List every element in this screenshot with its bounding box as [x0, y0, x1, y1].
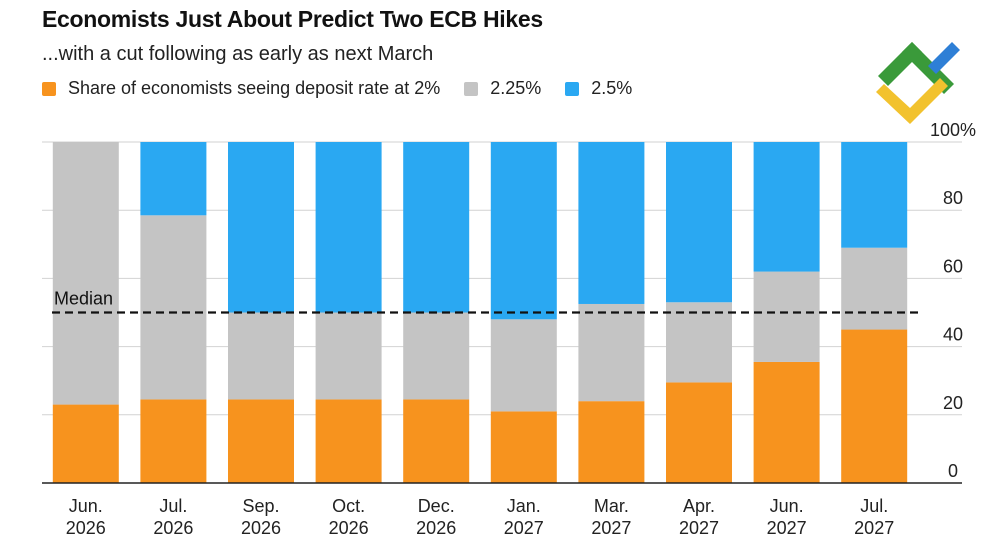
legend-swatch-2-5pct — [565, 81, 580, 96]
bar-segment-1-1 — [140, 215, 207, 400]
legend-label-2pct: Share of economists seeing deposit rate … — [68, 78, 441, 98]
bar-segment-0-0 — [52, 404, 119, 483]
median-label: Median — [54, 289, 113, 309]
x-tick-label-2-year: 2026 — [241, 518, 281, 538]
x-tick-label-6-year: 2027 — [591, 518, 631, 538]
bar-segment-8-0 — [753, 361, 820, 483]
bar-segment-3-1 — [315, 312, 382, 400]
x-tick-label-1-month: Jul. — [159, 496, 187, 516]
x-tick-label-8-year: 2027 — [767, 518, 807, 538]
bar-segment-9-0 — [841, 329, 908, 483]
brand-logo-icon — [876, 42, 960, 124]
bar-segment-6-0 — [578, 401, 645, 483]
y-tick-label-0: 0 — [948, 461, 958, 481]
y-tick-label-3: 60 — [943, 256, 963, 276]
bar-segment-4-2 — [403, 142, 470, 313]
y-tick-label-2: 40 — [943, 325, 963, 345]
x-tick-label-7-year: 2027 — [679, 518, 719, 538]
legend-label-2-25pct: 2.25% — [490, 78, 542, 98]
bar-segment-7-1 — [666, 302, 732, 383]
bar-segment-7-2 — [666, 142, 732, 303]
bar-segment-2-0 — [228, 399, 294, 483]
chart-subtitle: ...with a cut following as early as next… — [42, 43, 434, 65]
y-tick-label-5: 100% — [930, 120, 976, 140]
bar-segment-6-1 — [578, 303, 645, 402]
bar-segment-4-0 — [403, 399, 470, 483]
legend-swatch-2-25pct — [464, 81, 479, 96]
x-tick-label-9-month: Jul. — [860, 496, 888, 516]
bar-segment-5-0 — [490, 411, 557, 483]
bar-segment-2-1 — [228, 312, 294, 400]
x-tick-label-5-month: Jan. — [507, 496, 541, 516]
x-tick-label-3-year: 2026 — [329, 518, 369, 538]
x-tick-label-8-month: Jun. — [770, 496, 804, 516]
legend-item-2-5pct: 2.5% — [565, 78, 632, 99]
bar-segment-0-1 — [52, 142, 119, 405]
x-tick-label-6-month: Mar. — [594, 496, 629, 516]
legend: Share of economists seeing deposit rate … — [42, 78, 656, 99]
legend-label-2-5pct: 2.5% — [591, 78, 633, 98]
bar-segment-5-2 — [490, 142, 557, 320]
bar-segment-9-2 — [841, 142, 908, 248]
chart-title: Economists Just About Predict Two ECB Hi… — [42, 6, 543, 32]
x-tick-label-5-year: 2027 — [504, 518, 544, 538]
legend-item-2pct: Share of economists seeing deposit rate … — [42, 78, 440, 99]
legend-swatch-2pct — [42, 81, 56, 96]
legend-item-2-25pct: 2.25% — [464, 78, 541, 99]
bar-segment-2-2 — [228, 142, 294, 313]
bar-segment-6-2 — [578, 142, 645, 304]
x-tick-label-9-year: 2027 — [854, 518, 894, 538]
bar-segment-9-1 — [841, 247, 908, 330]
x-tick-label-1-year: 2026 — [153, 518, 193, 538]
bar-segment-8-1 — [753, 271, 820, 362]
bar-segment-1-2 — [140, 142, 207, 216]
x-tick-label-3-month: Oct. — [332, 496, 365, 516]
x-tick-label-2-month: Sep. — [242, 496, 279, 516]
x-tick-label-4-year: 2026 — [416, 518, 456, 538]
bar-segment-7-0 — [666, 382, 732, 483]
bar-segment-1-0 — [140, 399, 207, 483]
x-tick-label-4-month: Dec. — [418, 496, 455, 516]
y-tick-label-4: 80 — [943, 188, 963, 208]
bar-segment-3-2 — [315, 142, 382, 313]
y-tick-label-1: 20 — [943, 393, 963, 413]
x-tick-label-0-month: Jun. — [69, 496, 103, 516]
x-tick-label-0-year: 2026 — [66, 518, 106, 538]
bar-segment-4-1 — [403, 312, 470, 400]
bar-segment-5-1 — [490, 319, 557, 412]
bar-segment-3-0 — [315, 399, 382, 483]
x-tick-label-7-month: Apr. — [683, 496, 715, 516]
bar-segment-8-2 — [753, 142, 820, 272]
